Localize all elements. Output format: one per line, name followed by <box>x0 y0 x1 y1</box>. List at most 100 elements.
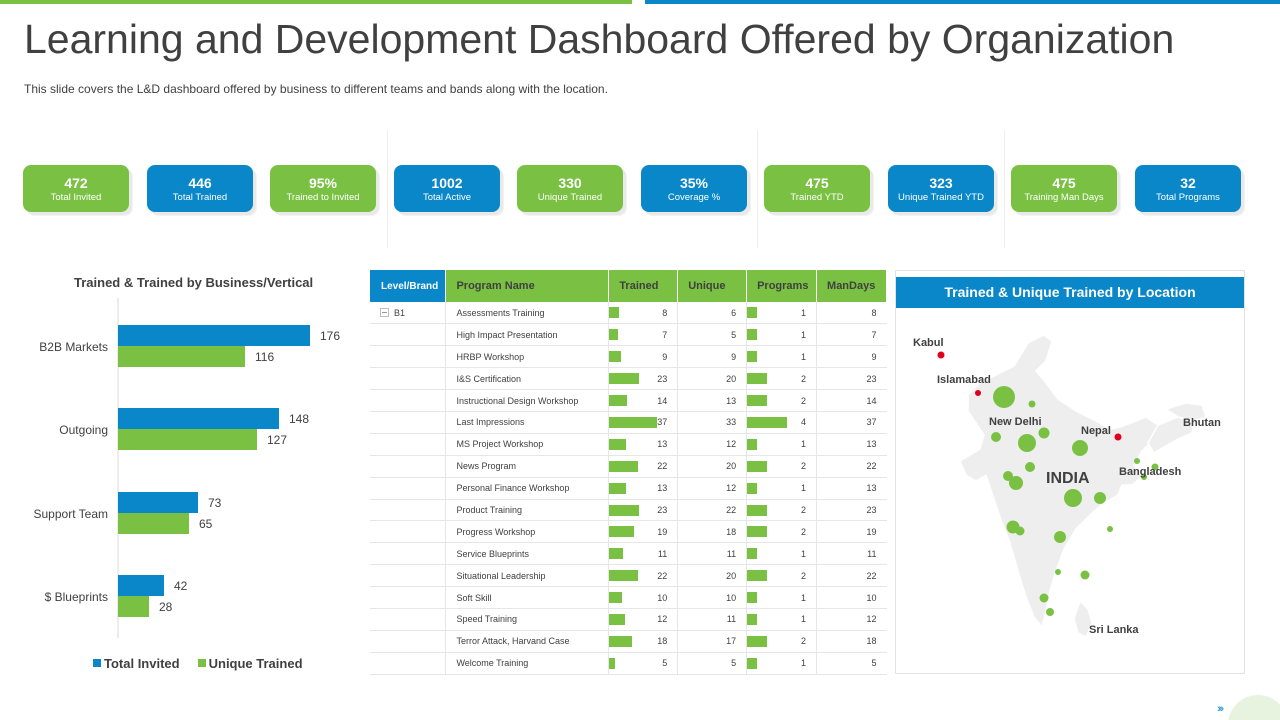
cell-programs: 1 <box>746 586 818 609</box>
location-marker[interactable] <box>1028 400 1036 408</box>
table-row[interactable]: Speed Training 12 11 1 12 <box>370 608 887 631</box>
label-india: INDIA <box>1046 470 1090 487</box>
header-level-brand[interactable]: Level/Brand <box>370 270 447 302</box>
cell-program-name: Assessments Training <box>445 302 610 325</box>
location-marker-red[interactable] <box>975 390 981 396</box>
cell-programs: 2 <box>746 389 818 412</box>
programs-data-bar <box>747 613 758 625</box>
header-program-name[interactable]: Program Name <box>445 270 610 302</box>
location-marker[interactable] <box>1038 427 1050 439</box>
cell-unique: 10 <box>677 586 748 609</box>
location-marker[interactable] <box>993 386 1015 408</box>
programs-data-bar <box>747 416 788 428</box>
location-marker[interactable] <box>1015 526 1025 536</box>
location-marker[interactable] <box>1055 569 1061 575</box>
cell-trained: 14 <box>608 389 679 412</box>
table-row[interactable]: Terror Attack, Harvand Case 18 17 2 18 <box>370 630 887 653</box>
table-row[interactable]: News Program 22 20 2 22 <box>370 455 887 478</box>
location-marker[interactable] <box>1141 474 1147 480</box>
table-row[interactable]: HRBP Workshop 9 9 1 9 <box>370 345 887 369</box>
programs-data-bar <box>747 526 768 538</box>
location-marker[interactable] <box>1134 458 1140 464</box>
header-trained[interactable]: Trained <box>608 270 679 302</box>
location-marker[interactable] <box>1094 492 1106 504</box>
cell-programs: 4 <box>746 411 818 434</box>
cell-level <box>370 608 447 631</box>
bar-data-label: 42 <box>174 579 188 593</box>
bar-data-label: 116 <box>255 350 274 364</box>
location-marker[interactable] <box>1009 476 1023 490</box>
cell-unique: 20 <box>677 367 748 391</box>
trained-data-bar <box>609 657 616 669</box>
cell-trained-value: 13 <box>657 483 668 494</box>
table-row[interactable]: High Impact Presentation 7 5 1 7 <box>370 323 887 347</box>
table-row[interactable]: I&S Certification 23 20 2 23 <box>370 367 887 391</box>
trained-data-bar <box>609 329 619 341</box>
category-label: B2B Markets <box>39 340 108 354</box>
cell-trained-value: 12 <box>657 614 668 625</box>
collapse-toggle-icon[interactable] <box>380 307 389 317</box>
cell-program-name: Speed Training <box>445 608 610 631</box>
location-marker[interactable] <box>1151 463 1159 471</box>
kpi-value: 323 <box>929 175 953 191</box>
trained-data-bar <box>609 307 620 318</box>
cell-mandays: 14 <box>816 389 887 412</box>
location-marker[interactable] <box>1046 608 1054 616</box>
label-sri-lanka: Sri Lanka <box>1089 624 1139 636</box>
table-row[interactable]: Progress Workshop 19 18 2 19 <box>370 520 887 544</box>
table-row[interactable]: Soft Skill 10 10 1 10 <box>370 586 887 609</box>
cell-level <box>370 477 447 500</box>
cell-trained: 18 <box>608 630 679 653</box>
cell-unique: 11 <box>677 608 748 631</box>
programs-data-bar <box>747 657 758 669</box>
cell-programs-value: 1 <box>801 592 807 603</box>
kpi-label: Trained YTD <box>790 192 844 203</box>
table-row[interactable]: Situational Leadership 22 20 2 22 <box>370 564 887 588</box>
cell-unique: 22 <box>677 499 748 522</box>
table-row[interactable]: MS Project Workshop 13 12 1 13 <box>370 433 887 456</box>
table-row[interactable]: Last Impressions 37 33 4 37 <box>370 411 887 434</box>
india-outline <box>959 334 1159 629</box>
cell-level <box>370 520 447 544</box>
next-slide-arrows-icon[interactable]: ››› <box>1217 703 1224 715</box>
trained-data-bar <box>609 548 624 560</box>
kpi-divider <box>1004 130 1005 248</box>
header-programs[interactable]: Programs <box>746 270 818 302</box>
cell-trained-value: 14 <box>657 395 668 406</box>
table-row[interactable]: Product Training 23 22 2 23 <box>370 499 887 522</box>
cell-mandays: 5 <box>816 652 887 675</box>
location-marker[interactable] <box>1039 593 1049 603</box>
table-row[interactable]: Welcome Training 5 5 1 5 <box>370 652 887 675</box>
location-marker[interactable] <box>1025 462 1035 472</box>
location-marker[interactable] <box>1072 440 1088 456</box>
cell-trained-value: 23 <box>657 373 668 384</box>
bhutan-outline <box>1164 402 1207 422</box>
location-marker[interactable] <box>1064 489 1082 507</box>
cell-programs: 2 <box>746 630 818 653</box>
bar-data-label: 176 <box>320 329 340 343</box>
table-row[interactable]: Personal Finance Workshop 13 12 1 13 <box>370 477 887 500</box>
cell-mandays: 19 <box>816 520 887 544</box>
cell-trained-value: 7 <box>662 329 668 340</box>
trained-data-bar <box>609 635 633 647</box>
footer-decor-circle <box>1228 695 1280 720</box>
location-marker-red[interactable] <box>1114 433 1122 441</box>
table-row[interactable]: Instructional Design Workshop 14 13 2 14 <box>370 389 887 412</box>
header-unique[interactable]: Unique <box>677 270 748 302</box>
header-mandays[interactable]: ManDays <box>816 270 887 302</box>
kpi-card: 323 Unique Trained YTD <box>888 165 994 212</box>
location-marker-red[interactable] <box>937 351 945 359</box>
category-label: $ Blueprints <box>45 590 108 604</box>
table-row[interactable]: B1 Assessments Training 8 6 1 8 <box>370 302 887 325</box>
cell-trained: 13 <box>608 433 679 456</box>
location-marker[interactable] <box>1107 526 1113 532</box>
bar-data-label: 28 <box>159 600 173 614</box>
table-row[interactable]: Service Blueprints 11 11 1 11 <box>370 542 887 566</box>
location-marker[interactable] <box>1054 531 1066 543</box>
location-marker[interactable] <box>1018 434 1036 452</box>
location-marker[interactable] <box>991 432 1001 442</box>
location-marker[interactable] <box>1080 570 1090 580</box>
india-map[interactable]: Kabul Islamabad New Delhi Nepal Bhutan I… <box>896 271 1246 675</box>
location-marker[interactable] <box>1003 471 1013 481</box>
cell-trained-value: 8 <box>662 307 668 318</box>
